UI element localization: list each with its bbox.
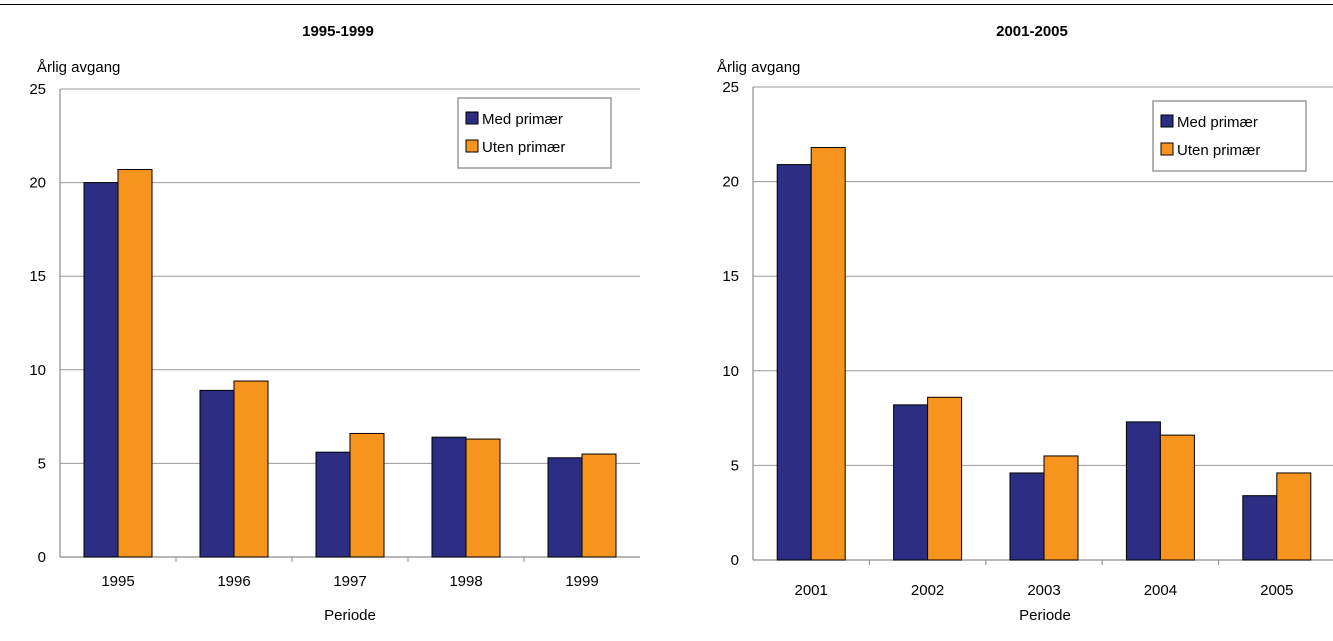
x-axis-label: Periode — [1019, 607, 1071, 624]
y-tick-label: 25 — [722, 79, 739, 96]
x-tick-label: 2003 — [1027, 582, 1060, 599]
y-tick-label: 10 — [29, 362, 46, 379]
x-tick-label: 1996 — [217, 573, 250, 590]
legend-box — [1152, 100, 1307, 172]
y-axis-label: Årlig avgang — [717, 59, 800, 76]
x-tick-label: 2002 — [911, 582, 944, 599]
bar-uten-primaer-2001 — [810, 147, 846, 561]
bar-med-primaer-2004 — [1125, 421, 1161, 561]
y-tick-label: 10 — [722, 363, 739, 380]
y-tick-label: 5 — [38, 455, 46, 472]
bar-uten-primaer-2005 — [1276, 472, 1312, 561]
y-tick-label: 0 — [38, 549, 46, 566]
y-tick-label: 15 — [722, 268, 739, 285]
y-tick-label: 15 — [29, 268, 46, 285]
y-tick-label: 20 — [722, 174, 739, 191]
bar-uten-primaer-1997 — [349, 432, 385, 558]
chart-title: 1995-1999 — [302, 23, 374, 40]
bar-uten-primaer-1998 — [465, 438, 501, 558]
x-axis-label: Periode — [324, 607, 376, 624]
bar-med-primaer-2002 — [893, 404, 929, 561]
y-tick-label: 25 — [29, 81, 46, 98]
legend-label: Med primær — [482, 111, 563, 128]
bar-med-primaer-1995 — [83, 182, 119, 558]
bar-med-primaer-1997 — [315, 451, 351, 558]
bar-med-primaer-1999 — [547, 457, 583, 558]
bar-med-primaer-1998 — [431, 436, 467, 558]
legend-label: Med primær — [1177, 114, 1258, 131]
chart-2001-2005: 2001-2005 Årlig avgang Periode 0 5 10 15 20 2… — [717, 23, 1333, 624]
chart-1995-1999: 1995-1999 Årlig avgang Periode 0 5 10 15 20 2… — [29, 23, 640, 624]
x-tick-label: 1999 — [565, 573, 598, 590]
legend-swatch — [1160, 142, 1174, 156]
y-tick-label: 20 — [29, 175, 46, 192]
y-axis-label: Årlig avgang — [37, 59, 120, 76]
chart-plot-area: 0 5 10 15 20 25 1995 1996 1997 1998 1999 Med primær… — [29, 81, 640, 590]
bar-med-primaer-2005 — [1242, 495, 1278, 561]
chart-plot-area: 0 5 10 15 20 25 2001 2002 2003 2004 2005 Med primær… — [722, 79, 1333, 599]
legend-swatch — [1160, 114, 1174, 128]
legend-swatch — [465, 111, 479, 125]
bar-med-primaer-2001 — [776, 164, 812, 561]
legend-swatch — [465, 139, 479, 153]
legend: Med primær Uten primær — [1152, 100, 1307, 172]
x-tick-label: 2005 — [1260, 582, 1293, 599]
x-tick-label: 2004 — [1144, 582, 1177, 599]
chart-title: 2001-2005 — [996, 23, 1068, 40]
bar-uten-primaer-2003 — [1043, 455, 1079, 561]
bar-uten-primaer-1999 — [581, 453, 617, 558]
legend: Med primær Uten primær — [457, 97, 612, 169]
bar-uten-primaer-1995 — [117, 168, 153, 558]
bar-med-primaer-2003 — [1009, 472, 1045, 561]
bar-med-primaer-1996 — [199, 389, 235, 558]
x-tick-label: 1998 — [449, 573, 482, 590]
bar-uten-primaer-2004 — [1159, 434, 1195, 561]
x-tick-label: 2001 — [795, 582, 828, 599]
legend-box — [457, 97, 612, 169]
top-rule — [0, 4, 1333, 5]
bar-uten-primaer-1996 — [233, 380, 269, 558]
legend-label: Uten primær — [1177, 142, 1260, 159]
x-tick-label: 1995 — [101, 573, 134, 590]
y-tick-label: 5 — [731, 457, 739, 474]
legend-label: Uten primær — [482, 139, 565, 156]
y-tick-label: 0 — [731, 552, 739, 569]
bar-uten-primaer-2002 — [927, 396, 963, 561]
x-tick-label: 1997 — [333, 573, 366, 590]
